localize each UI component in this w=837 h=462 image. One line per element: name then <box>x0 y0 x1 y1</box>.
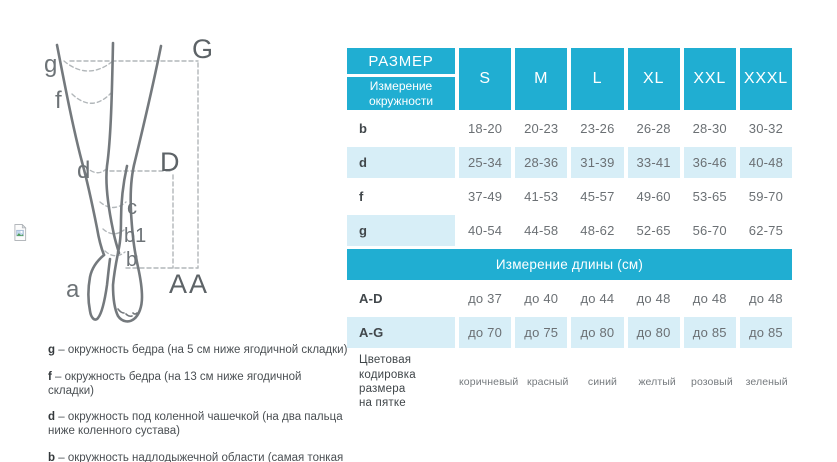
diagram-label-d: d <box>77 157 90 184</box>
table-cell: 45-57 <box>571 181 624 212</box>
table-row-b: b 18-20 20-23 23-26 26-28 28-30 30-32 <box>347 113 792 144</box>
table-cell: 36-46 <box>683 147 736 178</box>
table-cell: до 48 <box>739 283 792 314</box>
table-cell: 20-23 <box>515 113 568 144</box>
row-label-ad: A-D <box>347 283 455 314</box>
heel-color-xl: желтый <box>631 351 683 413</box>
diagram-label-D: D <box>160 147 180 177</box>
table-cell: 53-65 <box>683 181 736 212</box>
table-cell: 41-53 <box>515 181 568 212</box>
table-row-color-coding: Цветовая кодировка размера на пятке кори… <box>347 351 792 413</box>
legend-desc: – окружность надлодыжечной области (сама… <box>58 451 344 462</box>
table-row-ag: A-G до 70 до 75 до 80 до 80 до 85 до 85 <box>347 317 792 348</box>
legend-desc: – окружность бедра (на 13 см ниже ягодич… <box>48 371 302 397</box>
table-cell: до 85 <box>683 317 736 348</box>
legend-term: f <box>48 371 52 384</box>
table-cell: до 85 <box>739 317 792 348</box>
broken-image-icon <box>13 223 27 241</box>
legend-term: b <box>48 451 56 462</box>
diagram-label-b: b <box>126 249 137 271</box>
diagram-label-a: a <box>66 276 80 303</box>
heel-color-m: красный <box>522 351 574 413</box>
table-cell: 44-58 <box>515 215 568 246</box>
table-row-d: d 25-34 28-36 31-39 33-41 36-46 40-48 <box>347 147 792 178</box>
leg-diagram-svg: g f d c b1 b a G D AA <box>44 34 213 323</box>
table-row-ad: A-D до 37 до 40 до 44 до 48 до 48 до 48 <box>347 283 792 314</box>
table-cell: 26-28 <box>627 113 680 144</box>
size-header-s: S <box>459 48 512 110</box>
row-label-ag: A-G <box>347 317 455 348</box>
size-table: РАЗМЕР Измерение окружности S M L XL XXL… <box>347 48 792 416</box>
table-cell: 28-30 <box>683 113 736 144</box>
table-corner-cell: РАЗМЕР Измерение окружности <box>347 48 455 110</box>
length-section-header: Измерение длины (см) <box>347 249 792 280</box>
diagram-label-f: f <box>55 87 62 114</box>
table-cell: до 40 <box>515 283 568 314</box>
measurement-guides <box>63 60 199 269</box>
diagram-label-b1: b1 <box>124 225 146 247</box>
legs-outline <box>55 41 163 323</box>
table-cell: до 80 <box>571 317 624 348</box>
table-cell: до 70 <box>459 317 512 348</box>
diagram-label-A: AA <box>169 269 209 299</box>
table-cell: 33-41 <box>627 147 680 178</box>
table-cell: 40-48 <box>739 147 792 178</box>
table-cell: 59-70 <box>739 181 792 212</box>
legend-desc: – окружность под коленной чашечкой (на д… <box>48 411 343 437</box>
table-row-f: f 37-49 41-53 45-57 49-60 53-65 59-70 <box>347 181 792 212</box>
table-cell: до 48 <box>683 283 736 314</box>
legend-item-g: g – окружность бедра (на 5 см ниже ягоди… <box>48 344 350 357</box>
table-cell: 37-49 <box>459 181 512 212</box>
table-cell: 48-62 <box>571 215 624 246</box>
diagram-point-labels: g f d c b1 b a G D AA <box>44 34 213 303</box>
table-cell: 56-70 <box>683 215 736 246</box>
table-cell: до 48 <box>627 283 680 314</box>
size-header-m: M <box>515 48 568 110</box>
legend-item-b: b – окружность надлодыжечной области (са… <box>48 452 350 462</box>
table-cell: 52-65 <box>627 215 680 246</box>
legend-term: d <box>48 411 56 424</box>
size-header-label: РАЗМЕР <box>347 48 455 74</box>
table-cell: до 75 <box>515 317 568 348</box>
legend-item-d: d – окружность под коленной чашечкой (на… <box>48 411 350 438</box>
row-label-d: d <box>347 147 455 178</box>
diagram-label-g: g <box>44 51 57 78</box>
legend-term: g <box>48 344 56 357</box>
table-row-g: g 40-54 44-58 48-62 52-65 56-70 62-75 <box>347 215 792 246</box>
table-header-row: РАЗМЕР Измерение окружности S M L XL XXL… <box>347 48 792 110</box>
table-cell: до 44 <box>571 283 624 314</box>
diagram-label-c: c <box>127 197 137 219</box>
legend-desc: – окружность бедра (на 5 см ниже ягодичн… <box>58 344 348 357</box>
heel-color-xxl: розовый <box>686 351 738 413</box>
table-cell: 49-60 <box>627 181 680 212</box>
size-header-xl: XL <box>627 48 680 110</box>
table-cell: 28-36 <box>515 147 568 178</box>
table-cell: 18-20 <box>459 113 512 144</box>
table-cell: 62-75 <box>739 215 792 246</box>
leg-measurement-diagram: g f d c b1 b a G D AA <box>0 0 340 332</box>
legend-item-f: f – окружность бедра (на 13 см ниже ягод… <box>48 371 350 398</box>
circumference-header-label: Измерение окружности <box>347 77 455 110</box>
table-cell: до 37 <box>459 283 512 314</box>
heel-color-xxxl: зеленый <box>741 351 792 413</box>
size-header-xxl: XXL <box>683 48 736 110</box>
table-cell: 25-34 <box>459 147 512 178</box>
size-header-xxxl: XXXL <box>739 48 792 110</box>
size-header-l: L <box>571 48 624 110</box>
row-label-f: f <box>347 181 455 212</box>
table-cell: до 80 <box>627 317 680 348</box>
diagram-label-G: G <box>192 34 213 64</box>
measurement-legend: g – окружность бедра (на 5 см ниже ягоди… <box>48 331 350 462</box>
row-label-g: g <box>347 215 455 246</box>
row-label-color-coding: Цветовая кодировка размера на пятке <box>347 351 455 413</box>
table-cell: 30-32 <box>739 113 792 144</box>
table-cell: 31-39 <box>571 147 624 178</box>
table-cell: 40-54 <box>459 215 512 246</box>
table-cell: 23-26 <box>571 113 624 144</box>
row-label-b: b <box>347 113 455 144</box>
heel-color-s: коричневый <box>459 351 519 413</box>
heel-color-l: синий <box>577 351 628 413</box>
